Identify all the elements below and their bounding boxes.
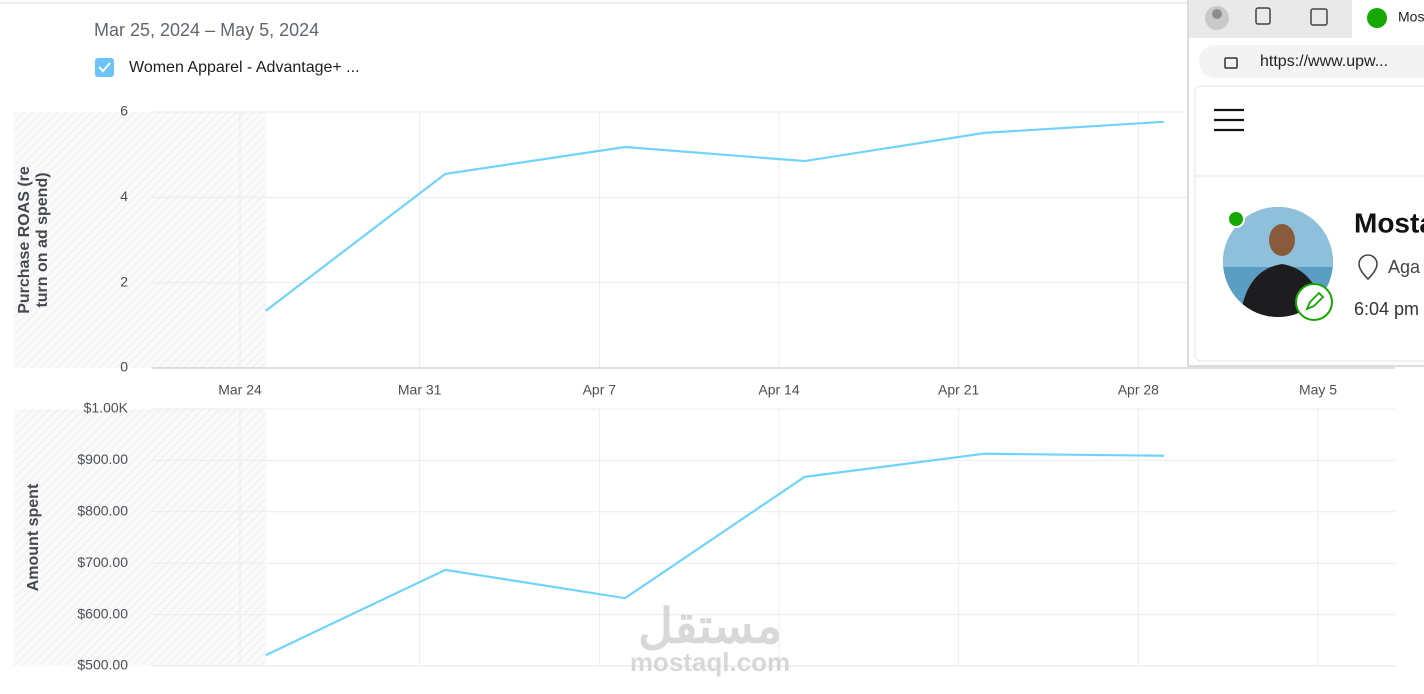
pencil-icon	[1305, 291, 1325, 311]
legend-checkbox[interactable]	[95, 58, 114, 77]
collections-icon[interactable]	[1255, 7, 1271, 25]
data-line	[265, 452, 1165, 657]
x-tick-label: May 5	[1299, 382, 1337, 398]
profile-name: Mosta	[1354, 207, 1424, 238]
y-tick-label: $600.00	[77, 605, 128, 621]
y-axis-label: turn on ad spend)	[34, 172, 51, 307]
hatched-region	[14, 409, 266, 666]
online-dot	[1227, 210, 1245, 228]
y-tick-label: $1.00K	[84, 400, 129, 416]
watermark-latin: mostaql.com	[630, 647, 790, 677]
location-icon	[1358, 254, 1378, 281]
x-tick-label: Apr 14	[758, 382, 799, 398]
watermark-arabic: مستقل	[638, 601, 782, 654]
x-tick-label: Apr 21	[938, 382, 979, 398]
active-tab[interactable]	[1352, 0, 1424, 38]
check-icon	[98, 62, 111, 73]
hatched-region	[14, 112, 266, 368]
y-axis-label: Amount spent	[25, 483, 42, 591]
y-tick-label: 4	[120, 188, 128, 204]
x-tick-label: Apr 7	[583, 382, 617, 398]
y-tick-label: 0	[120, 359, 128, 375]
url: https://www.upw...	[1260, 53, 1388, 70]
y-tick-label: 6	[120, 103, 128, 119]
x-tick-label: Apr 28	[1118, 382, 1159, 398]
url-bar[interactable]	[1199, 45, 1424, 78]
date-range: Mar 25, 2024 – May 5, 2024	[94, 20, 319, 40]
x-tick-label: Mar 31	[398, 382, 442, 398]
lock-icon	[1224, 57, 1238, 69]
profile-location: Aga	[1388, 257, 1421, 277]
tab-favicon	[1367, 8, 1387, 28]
browser-popup: Mos https://www.upw... Mosta Aga 6:04 pm	[1187, 0, 1424, 367]
menu-icon[interactable]	[1214, 108, 1244, 132]
profile-icon-head	[1212, 9, 1222, 19]
y-tick-label: $500.00	[77, 657, 128, 673]
y-axis-label: Purchase ROAS (re	[16, 166, 33, 314]
data-line	[265, 120, 1165, 312]
y-tick-label: $700.00	[77, 554, 128, 570]
legend-label: Women Apparel - Advantage+ ...	[129, 59, 360, 76]
edit-button[interactable]	[1295, 283, 1333, 321]
profile-time: 6:04 pm	[1354, 299, 1419, 319]
tab-title: Mos	[1398, 9, 1424, 25]
tab-actions-icon[interactable]	[1310, 8, 1328, 26]
x-tick-label: Mar 24	[218, 382, 262, 398]
y-tick-label: $800.00	[77, 503, 128, 519]
y-tick-label: $900.00	[77, 451, 128, 467]
y-tick-label: 2	[120, 273, 128, 289]
